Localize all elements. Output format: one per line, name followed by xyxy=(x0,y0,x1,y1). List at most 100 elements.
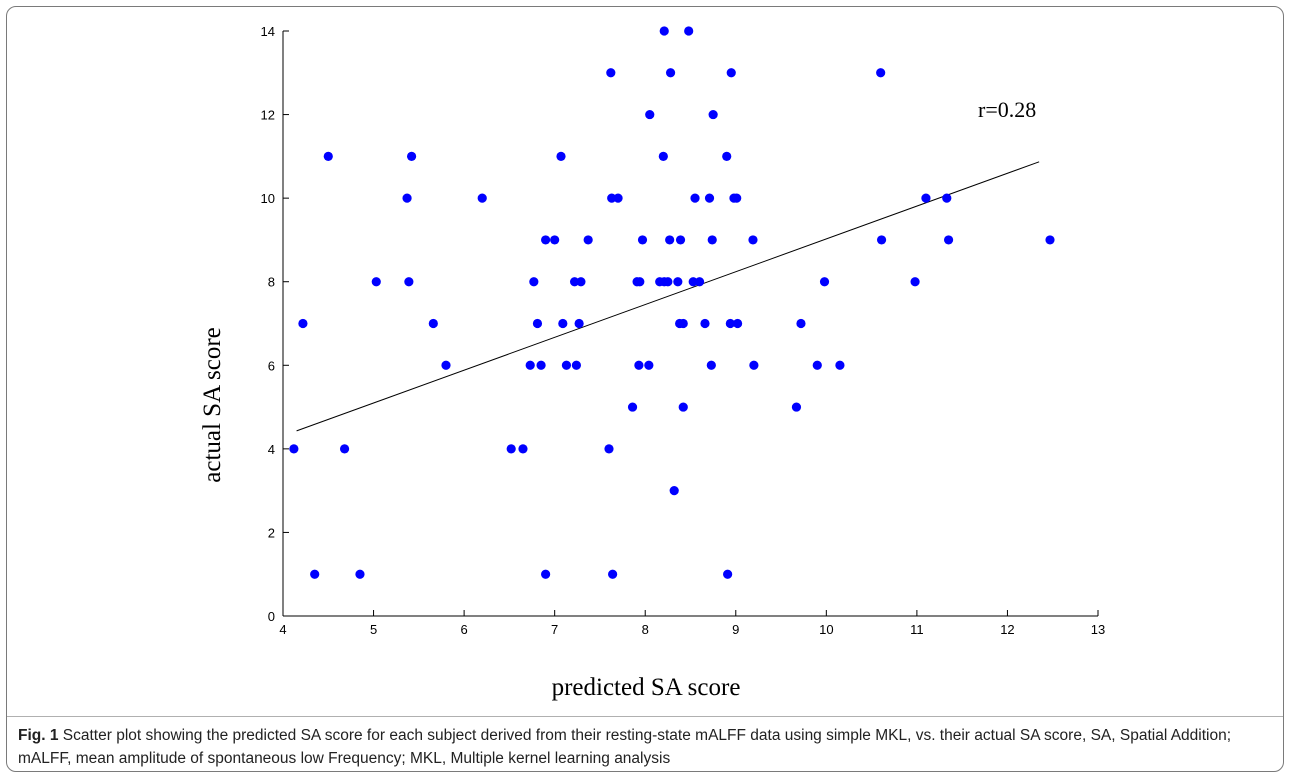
data-point xyxy=(678,402,688,412)
data-point xyxy=(556,151,566,161)
data-point xyxy=(644,360,654,370)
x-axis-label: predicted SA score xyxy=(551,674,741,701)
x-tick-label: 11 xyxy=(910,622,924,637)
data-point xyxy=(608,569,618,579)
data-point xyxy=(627,402,638,412)
x-tick-label: 6 xyxy=(460,622,467,637)
data-point xyxy=(723,569,733,579)
figure-label: Fig. 1 xyxy=(18,727,59,744)
data-point xyxy=(749,360,759,370)
data-point xyxy=(604,444,614,454)
data-point xyxy=(673,277,683,287)
data-point xyxy=(732,193,742,203)
data-point xyxy=(613,193,623,203)
y-tick-label: 12 xyxy=(261,108,275,123)
data-point xyxy=(707,235,717,245)
scatter-plot: 4 5 6 7 8 9 10 11 12 13 0 2 4 6 8 10 12 14 r=0.28 actual … xyxy=(199,24,1106,637)
y-tick-label: 14 xyxy=(261,24,275,39)
data-point xyxy=(791,402,802,412)
data-point xyxy=(289,444,299,454)
data-point xyxy=(635,277,645,287)
data-point xyxy=(402,193,412,203)
data-point xyxy=(561,360,572,370)
x-tick-label: 9 xyxy=(732,622,739,637)
data-points xyxy=(289,26,1055,579)
data-point xyxy=(678,318,688,329)
data-point xyxy=(700,318,710,329)
data-point xyxy=(732,318,743,329)
data-point xyxy=(371,277,381,287)
data-point xyxy=(1045,235,1055,245)
x-tick-label: 8 xyxy=(642,622,649,637)
data-point xyxy=(404,277,414,287)
data-point xyxy=(525,360,535,370)
plot-axes: 4 5 6 7 8 9 10 11 12 13 0 2 4 6 8 10 12 14 xyxy=(261,24,1106,637)
data-point xyxy=(819,277,830,287)
data-point xyxy=(684,26,694,36)
figure-frame xyxy=(6,6,1284,772)
data-point xyxy=(569,277,580,287)
data-point xyxy=(583,235,593,245)
correlation-annotation: r=0.28 xyxy=(978,97,1036,122)
data-point xyxy=(637,235,648,245)
data-point xyxy=(690,193,700,203)
data-point xyxy=(942,193,952,203)
y-tick-label: 2 xyxy=(268,525,275,540)
data-point xyxy=(607,193,617,203)
data-point xyxy=(910,277,920,287)
regression-line-group xyxy=(296,161,1040,432)
data-point xyxy=(441,360,451,370)
data-point xyxy=(529,277,539,287)
data-point xyxy=(406,151,417,161)
data-point xyxy=(748,235,758,245)
data-point xyxy=(541,235,551,245)
data-point xyxy=(536,360,546,370)
x-tick-label: 4 xyxy=(279,622,286,637)
x-tick-label: 12 xyxy=(1000,622,1014,637)
y-tick-label: 0 xyxy=(268,609,275,624)
x-tick-label: 5 xyxy=(370,622,377,637)
data-point xyxy=(876,235,887,245)
data-point xyxy=(323,151,333,161)
data-point xyxy=(675,235,686,245)
y-tick-label: 8 xyxy=(268,275,275,290)
caption-text: Scatter plot showing the predicted SA sc… xyxy=(18,727,1232,767)
data-point xyxy=(726,68,736,78)
data-point xyxy=(659,26,669,36)
data-point xyxy=(518,444,528,454)
y-tick-label: 4 xyxy=(268,442,275,457)
y-tick-label: 6 xyxy=(268,358,275,373)
data-point xyxy=(665,68,676,78)
data-point xyxy=(706,360,716,370)
data-point xyxy=(645,109,655,120)
data-point xyxy=(339,444,350,454)
data-point xyxy=(921,193,931,203)
y-tick-label: 10 xyxy=(261,191,275,206)
data-point xyxy=(428,318,438,329)
data-point xyxy=(708,109,718,120)
data-point xyxy=(665,235,675,245)
data-point xyxy=(634,360,644,370)
data-point xyxy=(550,235,560,245)
data-point xyxy=(722,151,732,161)
data-point xyxy=(812,360,822,370)
data-point xyxy=(796,318,806,329)
x-tick-label: 7 xyxy=(551,622,558,637)
data-point xyxy=(688,277,698,287)
data-point xyxy=(571,360,582,370)
x-tick-label: 10 xyxy=(819,622,833,637)
data-point xyxy=(532,318,543,329)
data-point xyxy=(606,68,616,78)
data-point xyxy=(943,235,954,245)
data-point xyxy=(558,318,568,329)
y-axis-label: actual SA score xyxy=(199,327,226,483)
data-point xyxy=(355,569,365,579)
data-point xyxy=(704,193,715,203)
data-point xyxy=(669,486,679,496)
data-point xyxy=(506,444,516,454)
data-point xyxy=(663,277,673,287)
data-point xyxy=(694,277,705,287)
data-point xyxy=(541,569,551,579)
data-point xyxy=(658,151,668,161)
data-point xyxy=(876,68,886,78)
